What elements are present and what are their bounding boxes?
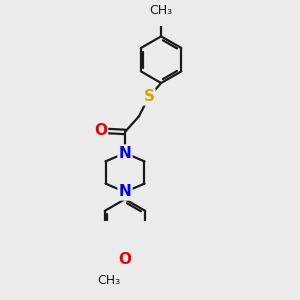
- Text: N: N: [118, 184, 131, 200]
- Text: O: O: [118, 252, 131, 267]
- Text: N: N: [118, 146, 131, 160]
- Text: O: O: [94, 123, 107, 138]
- Text: CH₃: CH₃: [150, 4, 173, 17]
- Text: CH₃: CH₃: [97, 274, 120, 287]
- Text: S: S: [143, 89, 155, 104]
